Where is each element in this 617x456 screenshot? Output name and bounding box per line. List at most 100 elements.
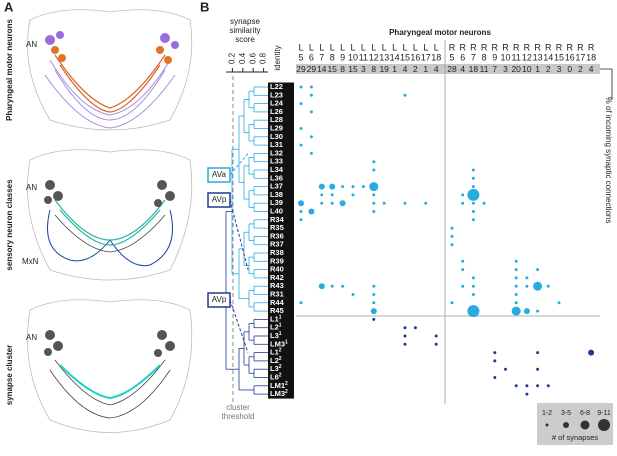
row-name: L37 [270,182,283,191]
column-number: 14 [543,52,553,62]
mxn-label: MxN [22,257,39,266]
panel-label: B [200,0,209,14]
bubble [434,334,438,338]
bubble [318,183,325,190]
bubble [514,384,518,388]
bubble [450,243,454,247]
row-name: L36 [270,173,283,182]
arrow [600,68,613,100]
column-number: 18 [586,52,596,62]
bubble [308,208,315,215]
row-label: L32 [270,364,282,373]
row-name: L38 [270,190,283,199]
row-label: R42 [270,273,284,282]
bubble [413,326,417,330]
bubble [525,276,529,280]
bubble [504,367,507,371]
column-side: R [481,42,488,52]
bubble [309,93,313,97]
column-number: 9 [492,52,497,62]
column-side: R [502,42,509,52]
row-label: L40 [270,206,283,215]
bubble [493,351,497,355]
row-label: R38 [270,248,284,257]
cluster-label: AVp [212,195,227,204]
column-side: R [566,42,573,52]
row-name: LM1 [270,381,285,390]
column-number: 6 [309,52,314,62]
row-name: L39 [270,198,283,207]
bubble [361,185,365,189]
bubble [514,301,518,305]
bubble [299,210,303,213]
column-count: 14 [317,64,327,74]
bubble [450,301,454,305]
column-side: R [459,42,466,52]
bubble [372,210,376,213]
column-side: R [449,42,456,52]
bubble [511,306,521,316]
bubble [525,384,529,388]
row-sup: 1 [279,323,282,329]
row-sup: 1 [285,340,288,346]
row-name: R35 [270,223,284,232]
bubble [514,284,518,288]
bubble [461,268,465,272]
an-label: AN [26,333,37,342]
legend-label: 1-2 [542,410,552,417]
column-side: L [392,42,397,52]
row-name: L26 [270,107,283,116]
tick-label: 0.6 [248,52,257,64]
row-name: L3 [270,331,279,340]
column-side: R [577,42,584,52]
bubble [309,85,313,89]
bubble [514,268,518,272]
row-label: R31 [270,289,284,298]
bubble [320,201,324,205]
column-number: 8 [330,52,335,62]
row-label: L22 [270,82,283,91]
column-number: 7 [471,52,476,62]
axis-title: synapse [230,17,260,26]
bubble [546,284,550,288]
row-name: L23 [270,90,283,99]
bubble [318,283,325,290]
bubble [341,284,345,288]
legend-label: 6-8 [580,410,590,417]
column-count: 4 [434,64,439,74]
row-label: LM12 [270,381,288,390]
bubble [523,308,530,315]
row-label: L24 [270,99,284,108]
cluster-label: AVp [212,295,227,304]
row-label: R45 [270,306,284,315]
column-side: L [330,42,335,52]
bubble [339,200,346,207]
row-label: L12 [270,348,282,357]
row-sup: 2 [285,389,288,395]
row-label: L36 [270,173,283,182]
row-label: L37 [270,182,283,191]
panel-title: sensory neuron classes [5,179,14,271]
bubble [536,268,540,272]
bubble [471,168,475,172]
axis-title: score [235,35,255,44]
row-label: L23 [270,90,283,99]
column-count: 3 [361,64,366,74]
column-number: 10 [348,52,358,62]
column-count: 29 [296,64,306,74]
bubble [467,188,480,201]
bubble [309,135,313,139]
bubble [525,284,529,288]
column-number: 17 [421,52,431,62]
row-name: L33 [270,157,283,166]
bubble [471,176,475,180]
bubble [471,293,475,296]
threshold-label: cluster [226,403,250,412]
column-count: 4 [589,64,594,74]
row-label: R44 [270,298,285,307]
row-sup: 2 [285,381,288,387]
row-name: L2 [270,356,279,365]
bubble [557,301,561,305]
bubble [382,201,386,205]
